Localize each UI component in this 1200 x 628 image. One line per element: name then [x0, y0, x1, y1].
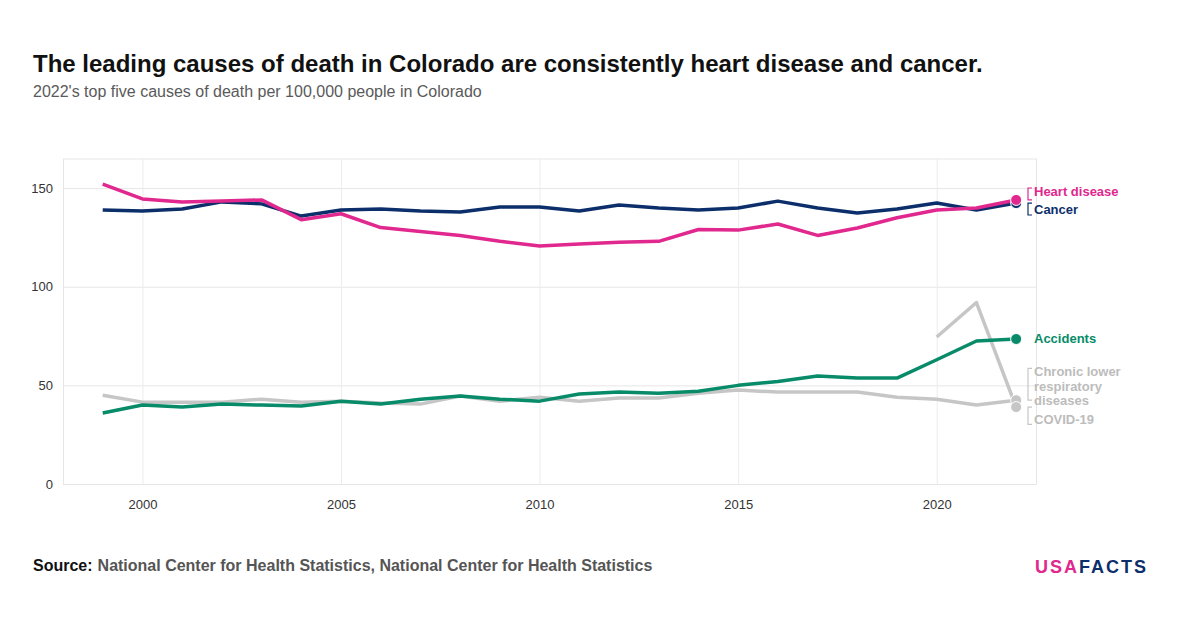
series-end-marker — [1011, 194, 1022, 205]
y-grid-line — [63, 385, 1036, 386]
legend-label: Heart disease — [1034, 184, 1119, 199]
x-axis-line — [64, 159, 1037, 485]
y-grid-line — [63, 287, 1036, 288]
chart: The leading causes of death in Colorado … — [0, 0, 1200, 628]
logo-part: FACTS — [1079, 557, 1148, 577]
plot-area — [103, 184, 1022, 413]
legend-bracket — [1028, 368, 1032, 400]
series-line — [103, 201, 1016, 216]
logo: USAFACTS — [1035, 557, 1148, 577]
x-tick: 2010 — [526, 159, 555, 513]
series-line — [103, 339, 1016, 413]
x-tick-label: 2020 — [923, 497, 952, 512]
legend-bracket — [1028, 203, 1032, 215]
y-axis-line — [64, 159, 1037, 485]
legend: Heart disease Cancer Accidents Chronic lowe… — [1028, 184, 1121, 427]
x-grid-line — [341, 159, 342, 485]
y-tick-label: 50 — [39, 378, 53, 393]
x-grid-line — [142, 159, 143, 485]
legend-label: COVID-19 — [1034, 412, 1094, 427]
y-grid-line — [63, 188, 1036, 189]
source-text: National Center for Health Statistics, N… — [98, 557, 653, 574]
title: The leading causes of death in Colorado … — [33, 50, 983, 77]
y-tick: 100 — [31, 279, 1036, 294]
legend-label: Cancer — [1034, 202, 1078, 217]
x-tick-label: 2015 — [724, 497, 753, 512]
y-tick-label: 0 — [46, 477, 53, 492]
series-end-marker — [1011, 334, 1022, 345]
source-label: Source: — [33, 557, 93, 574]
y-tick: 50 — [39, 378, 1036, 393]
legend-label: Accidents — [1034, 331, 1096, 346]
series-end-marker — [1011, 402, 1022, 413]
subtitle: 2022's top five causes of death per 100,… — [33, 83, 482, 100]
legend-bracket — [1028, 188, 1032, 200]
y-tick: 150 — [31, 181, 1036, 196]
source: Source: National Center for Health Statis… — [33, 557, 652, 574]
x-tick: 2015 — [724, 159, 753, 513]
logo-part: USA — [1035, 557, 1079, 577]
y-axis: 0 50 100 150 — [31, 159, 1036, 492]
x-tick-label: 2010 — [526, 497, 555, 512]
y-tick-label: 150 — [31, 181, 53, 196]
x-grid-line — [937, 159, 938, 485]
legend-bracket — [1028, 407, 1032, 424]
series-line — [103, 184, 1016, 246]
legend-label: Chronic lowerrespiratorydiseases — [1034, 364, 1121, 408]
y-tick-label: 100 — [31, 279, 53, 294]
x-tick-label: 2000 — [128, 497, 157, 512]
x-axis: 2000 2005 2010 2015 2020 — [64, 159, 1037, 513]
x-tick-label: 2005 — [327, 497, 356, 512]
